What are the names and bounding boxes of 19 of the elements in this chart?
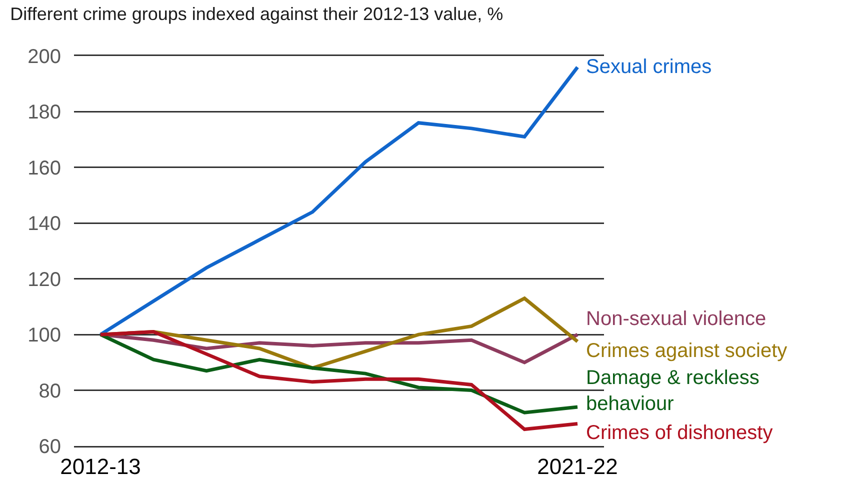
series-label: Damage & reckless behaviour xyxy=(586,367,760,415)
y-tick-label: 100 xyxy=(28,324,61,347)
chart-title: Different crime groups indexed against their 2012-13 value, % xyxy=(10,4,504,24)
y-tick-label: 160 xyxy=(28,157,61,180)
series-label: Sexual crimes xyxy=(586,56,712,78)
series-label: Crimes of dishonesty xyxy=(586,422,773,444)
y-tick-label: 60 xyxy=(38,436,61,458)
y-tick-label: 120 xyxy=(28,268,61,291)
line-series xyxy=(98,65,580,336)
line-series xyxy=(98,332,580,414)
x-tick-label: 2012-13 xyxy=(60,454,141,479)
y-tick-label: 140 xyxy=(28,213,61,236)
series-label: Non-sexual violence xyxy=(586,308,766,330)
x-tick-label: 2021-22 xyxy=(537,454,618,479)
y-tick-label: 180 xyxy=(28,102,61,124)
series-label: Crimes against society xyxy=(586,340,788,362)
y-tick-label: 200 xyxy=(28,46,61,68)
y-tick-label: 80 xyxy=(38,380,61,402)
line-series xyxy=(98,330,580,432)
